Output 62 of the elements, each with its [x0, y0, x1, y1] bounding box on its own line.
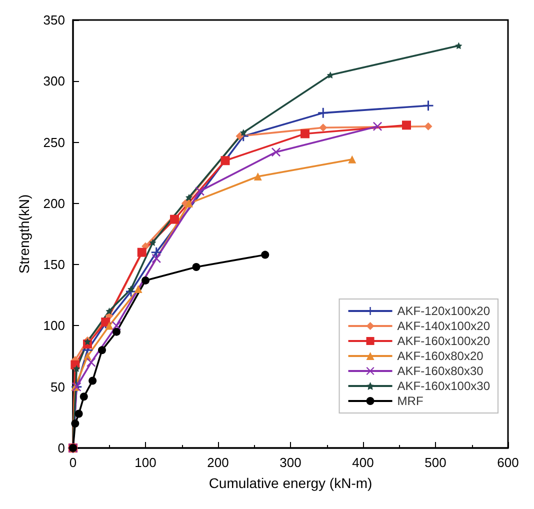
point	[236, 132, 244, 140]
point	[137, 248, 146, 257]
point	[151, 247, 162, 258]
point	[112, 328, 120, 336]
point	[112, 321, 121, 330]
point	[106, 308, 113, 315]
point	[152, 254, 161, 263]
point	[86, 358, 96, 367]
point	[195, 186, 204, 196]
point	[326, 72, 334, 79]
point	[71, 420, 80, 428]
y-tick-label: 250	[43, 134, 65, 150]
legend-label: AKF-140x100x20	[397, 319, 490, 333]
point	[318, 108, 328, 118]
point	[134, 285, 142, 294]
point	[254, 172, 262, 181]
point	[142, 276, 150, 284]
point	[73, 365, 80, 372]
point	[319, 124, 328, 132]
legend-label: AKF-160x100x20	[397, 334, 490, 348]
point	[88, 376, 97, 385]
point	[261, 250, 270, 259]
y-tick-label: 0	[58, 440, 65, 456]
y-tick-label: 50	[50, 379, 65, 394]
x-tick-label: 600	[497, 455, 519, 470]
point	[149, 239, 156, 246]
y-tick-label: 350	[43, 12, 65, 28]
point	[105, 322, 114, 330]
x-tick-label: 500	[424, 455, 446, 470]
point	[185, 199, 193, 208]
x-tick-label: 300	[280, 455, 302, 470]
y-tick-label: 100	[43, 318, 65, 334]
y-tick-label: 300	[43, 74, 65, 89]
point	[74, 410, 83, 418]
legend-label: MRF	[397, 394, 424, 408]
x-axis-title: Cumulative energy (kN-m)	[208, 475, 372, 491]
point	[170, 214, 179, 224]
y-tick-label: 200	[43, 196, 65, 211]
point	[424, 122, 432, 130]
point	[373, 122, 382, 131]
y-axis-title: Strength(kN)	[16, 194, 32, 274]
y-tick-label: 150	[43, 257, 65, 272]
x-tick-label: 0	[69, 455, 77, 470]
x-tick-label: 100	[134, 455, 156, 470]
point	[186, 194, 192, 201]
x-tick-label: 200	[207, 455, 229, 470]
point	[220, 156, 230, 166]
legend-label: AKF-120x100x20	[397, 304, 490, 318]
point	[192, 263, 200, 272]
point	[300, 129, 310, 138]
point	[423, 100, 434, 111]
point	[240, 129, 247, 136]
point	[455, 42, 462, 50]
x-tick-label: 400	[352, 455, 374, 470]
point	[98, 346, 106, 354]
point	[80, 392, 88, 401]
point	[128, 286, 134, 293]
legend-label: AKF-160x100x30	[397, 379, 490, 393]
point	[402, 120, 411, 130]
legend-label: AKF-160x80x30	[397, 364, 484, 378]
point	[348, 155, 356, 164]
legend-label: AKF-160x80x20	[397, 349, 484, 363]
